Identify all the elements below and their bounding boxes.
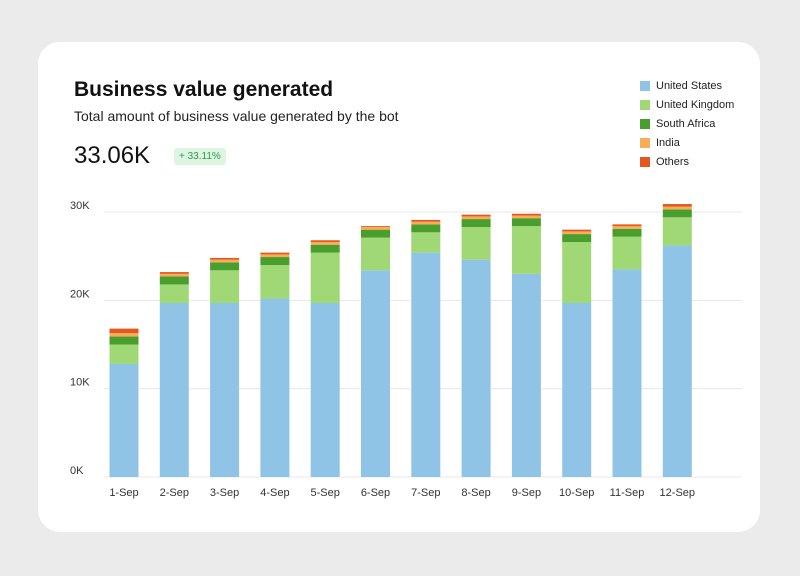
bar-segment[interactable] (662, 217, 692, 246)
y-tick-label: 30K (70, 200, 90, 212)
bar-segment[interactable] (511, 215, 541, 219)
bar-segment[interactable] (361, 237, 390, 271)
bar-segment[interactable] (562, 229, 592, 232)
bar-segment[interactable] (310, 302, 340, 477)
legend-label: India (656, 136, 680, 149)
bar-segment[interactable] (562, 234, 592, 243)
bar-segment[interactable] (511, 213, 541, 216)
chart-subtitle: Total amount of business value generated… (74, 108, 399, 124)
bar-segment[interactable] (159, 273, 189, 277)
x-tick-label: 1-Sep (109, 487, 138, 499)
bar-segment[interactable] (511, 218, 541, 227)
bar-segment[interactable] (411, 221, 441, 225)
x-tick-label: 10-Sep (559, 487, 594, 499)
bar-segment[interactable] (210, 259, 240, 263)
y-tick-label: 20K (70, 288, 90, 300)
bar-segment[interactable] (411, 232, 441, 253)
legend: United States United Kingdom South Afric… (640, 76, 734, 171)
legend-item-uk[interactable]: United Kingdom (640, 95, 734, 114)
bar-segment[interactable] (260, 298, 290, 477)
bar-segment[interactable] (361, 229, 390, 238)
x-tick-label: 12-Sep (660, 487, 695, 499)
bar-segment[interactable] (109, 328, 139, 334)
legend-swatch (640, 118, 650, 129)
legend-label: United Kingdom (656, 98, 735, 111)
bar-segment[interactable] (612, 224, 642, 227)
bar-segment[interactable] (411, 252, 441, 477)
bar-segment[interactable] (310, 244, 340, 253)
bar-segment[interactable] (361, 227, 390, 230)
bar-segment[interactable] (109, 363, 139, 477)
legend-label: United States (656, 79, 723, 92)
legend-label: South Africa (656, 117, 716, 130)
change-badge: + 33.11% (174, 148, 226, 165)
legend-swatch (640, 80, 650, 91)
stacked-bar-chart: 0K 10K 20K 30K 1-Sep 2-Sep 3-Sep 4-Sep 5-Sep 6-Se… (70, 200, 742, 499)
legend-item-sa[interactable]: South Africa (640, 114, 734, 133)
bar-segment[interactable] (662, 204, 692, 207)
bar-segment[interactable] (159, 276, 189, 285)
legend-item-india[interactable]: India (640, 133, 734, 152)
chart-card: Business value generated Total amount of… (38, 42, 760, 532)
legend-swatch (640, 156, 650, 167)
y-tick-label: 0K (70, 465, 84, 477)
legend-item-others[interactable]: Others (640, 152, 734, 171)
bar-segment[interactable] (210, 302, 240, 477)
bar-segment[interactable] (612, 228, 642, 237)
bar-segment[interactable] (361, 226, 390, 228)
bar-segment[interactable] (562, 242, 592, 303)
legend-item-us[interactable]: United States (640, 76, 734, 95)
bar-segment[interactable] (511, 226, 541, 274)
x-tick-label: 2-Sep (160, 487, 189, 499)
total-value: 33.06K (74, 142, 151, 169)
bar-segment[interactable] (109, 333, 139, 337)
bar-segment[interactable] (260, 254, 290, 258)
legend-swatch (640, 99, 650, 110)
bar-segment[interactable] (411, 219, 441, 222)
x-tick-label: 4-Sep (260, 487, 289, 499)
x-tick-label: 11-Sep (610, 487, 645, 499)
bar-segment[interactable] (612, 269, 642, 477)
bar-segment[interactable] (310, 252, 340, 303)
bar-segment[interactable] (461, 214, 491, 217)
bar-segment[interactable] (662, 209, 692, 218)
bar-segment[interactable] (461, 216, 491, 220)
bar-segment[interactable] (109, 344, 139, 364)
y-tick-label: 10K (70, 377, 90, 389)
bar-segment[interactable] (361, 270, 390, 477)
legend-swatch (640, 137, 650, 148)
bar-segment[interactable] (159, 284, 189, 303)
bar-segment[interactable] (159, 302, 189, 477)
bar-segment[interactable] (260, 257, 290, 265)
bar-segment[interactable] (662, 245, 692, 477)
bar-segment[interactable] (310, 242, 340, 245)
bar-segment[interactable] (511, 273, 541, 477)
bar-segment[interactable] (210, 257, 240, 260)
bar-segment[interactable] (461, 259, 491, 477)
bar-segment[interactable] (210, 270, 240, 303)
bar-segment[interactable] (461, 227, 491, 260)
x-tick-label: 7-Sep (411, 487, 440, 499)
bar-segment[interactable] (562, 302, 592, 477)
bar-segment[interactable] (662, 206, 692, 210)
bar-segment[interactable] (310, 240, 340, 243)
bar-segment[interactable] (612, 236, 642, 270)
bar-segment[interactable] (109, 336, 139, 345)
legend-label: Others (656, 155, 690, 168)
x-tick-label: 8-Sep (461, 487, 490, 499)
x-tick-label: 6-Sep (361, 487, 390, 499)
x-tick-label: 9-Sep (512, 487, 541, 499)
chart-title: Business value generated (74, 78, 334, 101)
bar-segment[interactable] (260, 252, 290, 255)
bar-segment[interactable] (411, 224, 441, 233)
x-tick-label: 3-Sep (210, 487, 239, 499)
bar-segment[interactable] (159, 272, 189, 274)
bar-segment[interactable] (260, 265, 290, 299)
bar-segment[interactable] (461, 219, 491, 228)
x-tick-label: 5-Sep (311, 487, 340, 499)
bar-segment[interactable] (562, 231, 592, 235)
bar-segment[interactable] (612, 226, 642, 229)
bar-segment[interactable] (210, 262, 240, 271)
